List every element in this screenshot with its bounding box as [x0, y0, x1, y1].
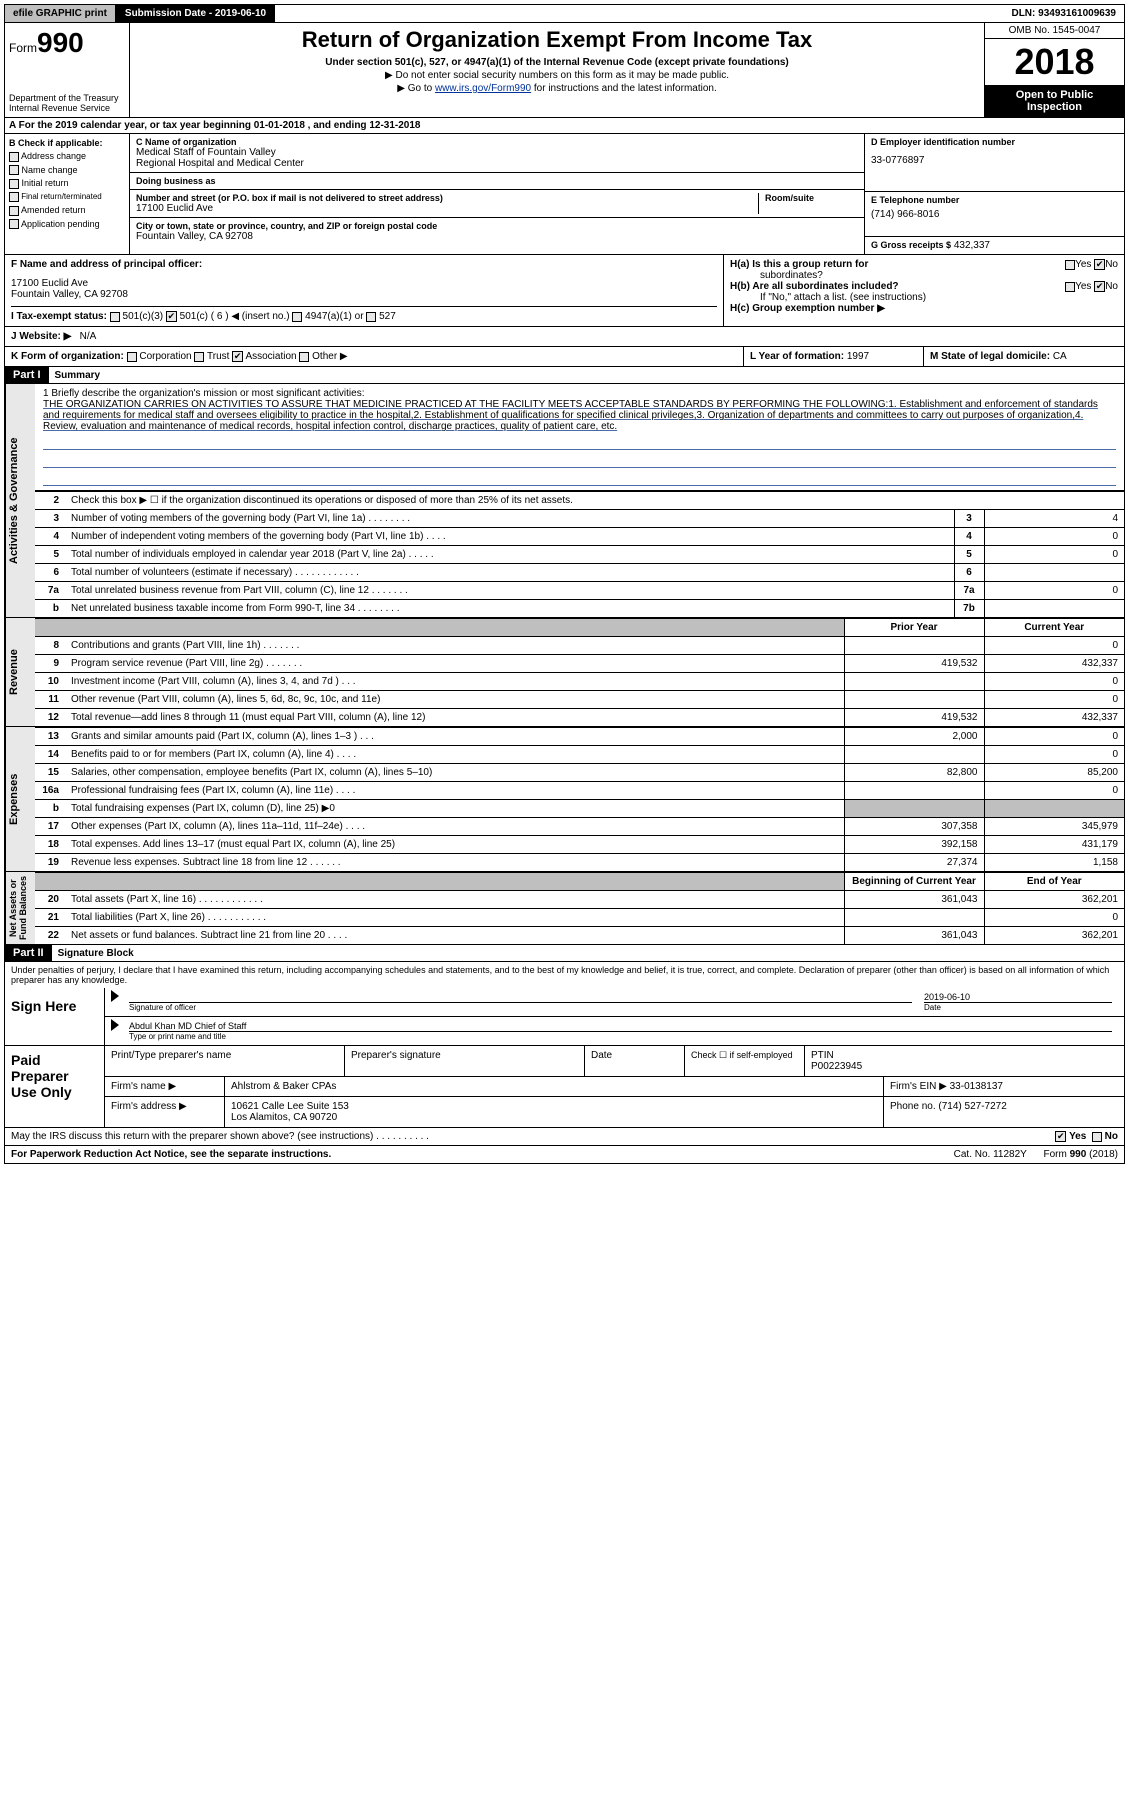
h-b: H(b) Are all subordinates included?Yes ✔… — [730, 281, 1118, 292]
perjury-declaration: Under penalties of perjury, I declare th… — [5, 962, 1124, 988]
tax-year: 2018 — [985, 39, 1124, 85]
omb-number: OMB No. 1545-0047 — [985, 23, 1124, 39]
gross-receipts-label: G Gross receipts $ — [871, 240, 951, 250]
mission-block: 1 Briefly describe the organization's mi… — [35, 384, 1124, 491]
firm-name: Ahlstrom & Baker CPAs — [225, 1077, 884, 1096]
ein-label: D Employer identification number — [871, 137, 1118, 147]
firm-name-label: Firm's name ▶ — [105, 1077, 225, 1096]
paid-preparer-block: Paid Preparer Use Only Print/Type prepar… — [4, 1046, 1125, 1128]
dept-treasury: Department of the Treasury Internal Reve… — [9, 93, 125, 113]
check-final-return[interactable]: Final return/terminated — [9, 192, 125, 202]
expenses-table: 13Grants and similar amounts paid (Part … — [35, 727, 1124, 871]
phone-label: E Telephone number — [871, 195, 1118, 205]
addr-label: Number and street (or P.O. box if mail i… — [136, 193, 758, 203]
form-ref: Form 990 (2018) — [1044, 1149, 1118, 1160]
h-a: H(a) Is this a group return forYes ✔No — [730, 259, 1118, 270]
dba-label: Doing business as — [136, 176, 858, 186]
preparer-name-label: Print/Type preparer's name — [105, 1046, 345, 1076]
city-state-zip: Fountain Valley, CA 92708 — [136, 231, 858, 242]
officer-address: 17100 Euclid Ave Fountain Valley, CA 927… — [11, 278, 717, 300]
check-assoc[interactable]: ✔ — [232, 351, 243, 362]
room-label: Room/suite — [765, 193, 858, 203]
check-initial-return[interactable]: Initial return — [9, 178, 125, 189]
mission-text: THE ORGANIZATION CARRIES ON ACTIVITIES T… — [43, 399, 1116, 432]
vtab-expenses: Expenses — [5, 727, 35, 871]
ptin: P00223945 — [811, 1061, 862, 1072]
form-number: Form990 — [9, 27, 125, 59]
efile-label[interactable]: efile GRAPHIC print — [5, 5, 117, 22]
firm-addr-label: Firm's address ▶ — [105, 1097, 225, 1127]
vtab-governance: Activities & Governance — [5, 384, 35, 617]
city-label: City or town, state or province, country… — [136, 221, 858, 231]
officer-name: Abdul Khan MD Chief of Staff — [129, 1021, 1112, 1031]
form-subtitle: Under section 501(c), 527, or 4947(a)(1)… — [134, 57, 980, 68]
sig-officer-label: Signature of officer — [129, 1002, 912, 1012]
signature-block: Under penalties of perjury, I declare th… — [4, 962, 1125, 1046]
org-name-label: C Name of organization — [136, 137, 858, 147]
row-i: I Tax-exempt status: 501(c)(3) ✔ 501(c) … — [11, 306, 717, 322]
irs-discuss-row: May the IRS discuss this return with the… — [4, 1128, 1125, 1146]
gross-receipts: 432,337 — [954, 240, 990, 251]
phone: (714) 966-8016 — [871, 209, 1118, 220]
row-j: J Website: ▶ N/A — [4, 327, 1125, 347]
submission-date: Submission Date - 2019-06-10 — [117, 5, 275, 22]
name-title-label: Type or print name and title — [129, 1031, 1112, 1041]
check-4947[interactable] — [292, 312, 302, 322]
officer-label: F Name and address of principal officer: — [11, 259, 717, 270]
org-name: Medical Staff of Fountain Valley Regiona… — [136, 147, 858, 169]
irs-link[interactable]: www.irs.gov/Form990 — [435, 83, 531, 94]
check-corp[interactable] — [127, 352, 137, 362]
ssn-note: ▶ Do not enter social security numbers o… — [134, 70, 980, 81]
discuss-yes[interactable]: ✔ — [1055, 1131, 1066, 1142]
open-public: Open to Public Inspection — [985, 85, 1124, 117]
top-bar: efile GRAPHIC print Submission Date - 20… — [4, 4, 1125, 23]
part1-header: Part I Summary — [4, 367, 1125, 384]
check-501c[interactable]: ✔ — [166, 311, 177, 322]
form-title: Return of Organization Exempt From Incom… — [134, 27, 980, 53]
revenue-table: Prior YearCurrent Year8Contributions and… — [35, 618, 1124, 726]
check-other[interactable] — [299, 352, 309, 362]
check-name-change[interactable]: Name change — [9, 165, 125, 176]
check-pending[interactable]: Application pending — [9, 219, 125, 230]
vtab-net: Net Assets or Fund Balances — [5, 872, 35, 944]
section-b: B Check if applicable: Address change Na… — [4, 134, 1125, 255]
form-header: Form990 Department of the Treasury Inter… — [4, 23, 1125, 118]
h-b-note: If "No," attach a list. (see instruction… — [730, 292, 1118, 303]
check-amended[interactable]: Amended return — [9, 205, 125, 216]
h-a2: subordinates? — [730, 270, 1118, 281]
date-label: Date — [924, 1002, 1112, 1012]
discuss-no[interactable] — [1092, 1132, 1102, 1142]
row-a-tax-year: A For the 2019 calendar year, or tax yea… — [4, 118, 1125, 134]
box-b-title: B Check if applicable: — [9, 138, 125, 148]
firm-ein: 33-0138137 — [950, 1081, 1003, 1092]
check-trust[interactable] — [194, 352, 204, 362]
check-501c3[interactable] — [110, 312, 120, 322]
preparer-sig-label: Preparer's signature — [345, 1046, 585, 1076]
check-527[interactable] — [366, 312, 376, 322]
row-k: K Form of organization: Corporation Trus… — [4, 347, 1125, 367]
pra-notice: For Paperwork Reduction Act Notice, see … — [11, 1149, 331, 1160]
net-assets-table: Beginning of Current YearEnd of Year20To… — [35, 872, 1124, 944]
ein: 33-0776897 — [871, 155, 1118, 166]
sign-here-label: Sign Here — [5, 988, 105, 1045]
goto-note: ▶ Go to www.irs.gov/Form990 for instruct… — [134, 83, 980, 94]
check-address-change[interactable]: Address change — [9, 151, 125, 162]
firm-address: 10621 Calle Lee Suite 153 — [231, 1101, 349, 1112]
street-address: 17100 Euclid Ave — [136, 203, 758, 214]
firm-phone: (714) 527-7272 — [938, 1101, 1006, 1112]
governance-table: 2Check this box ▶ ☐ if the organization … — [35, 491, 1124, 617]
part2-header: Part II Signature Block — [4, 945, 1125, 962]
dln: DLN: 93493161009639 — [1003, 5, 1124, 22]
cat-no: Cat. No. 11282Y — [954, 1149, 1027, 1160]
arrow-icon — [111, 1019, 119, 1031]
arrow-icon — [111, 990, 119, 1002]
self-employed-check[interactable]: Check ☐ if self-employed — [685, 1046, 805, 1076]
paid-preparer-label: Paid Preparer Use Only — [5, 1046, 105, 1127]
h-c: H(c) Group exemption number ▶ — [730, 303, 1118, 314]
prep-date-label: Date — [585, 1046, 685, 1076]
row-f-h: F Name and address of principal officer:… — [4, 255, 1125, 327]
vtab-revenue: Revenue — [5, 618, 35, 726]
